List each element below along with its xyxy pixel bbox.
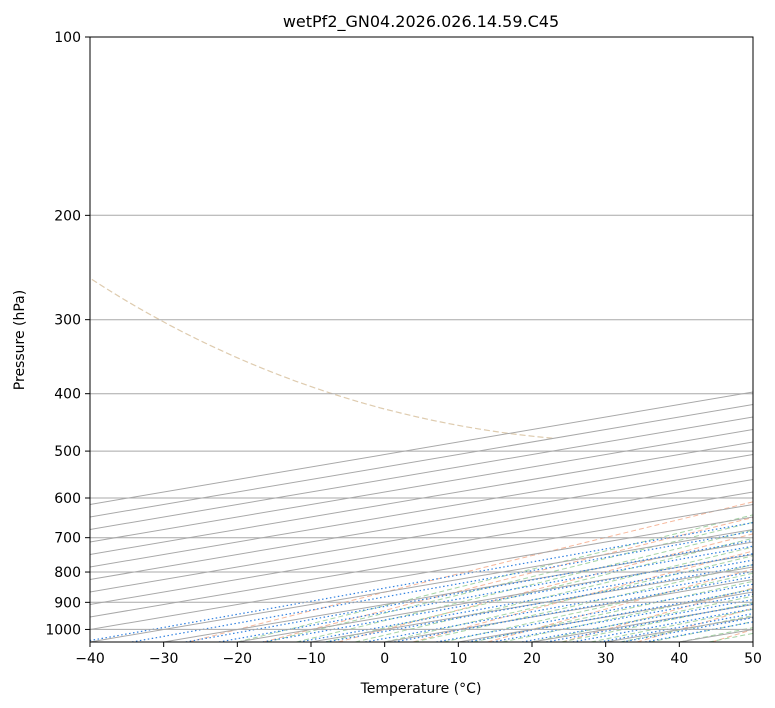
y-tick-label: 700 bbox=[54, 531, 81, 547]
x-tick-label: −20 bbox=[223, 651, 253, 667]
isotherm bbox=[90, 516, 753, 631]
moist-adiabat bbox=[266, 521, 753, 642]
y-tick-label: 300 bbox=[54, 313, 81, 329]
y-tick-label: 100 bbox=[54, 30, 81, 46]
y-tick-label: 400 bbox=[54, 387, 81, 403]
mixing-ratio-line bbox=[262, 553, 753, 642]
isotherm bbox=[90, 528, 753, 642]
isotherm bbox=[90, 503, 753, 618]
x-tick-label: 0 bbox=[380, 651, 389, 667]
plot-frame bbox=[89, 36, 754, 643]
mixing-ratio-line bbox=[599, 613, 753, 642]
y-tick-label: 200 bbox=[54, 208, 81, 224]
x-tick-label: −30 bbox=[149, 651, 179, 667]
y-tick-label: 600 bbox=[54, 491, 81, 507]
x-tick-label: 10 bbox=[449, 651, 467, 667]
background-arc bbox=[90, 277, 553, 439]
x-tick-label: 50 bbox=[744, 651, 762, 667]
mixing-ratio-line bbox=[218, 545, 753, 642]
moist-adiabat bbox=[384, 555, 753, 642]
isotherm bbox=[90, 466, 753, 581]
x-axis: −40 −30 −20 −10 0 10 20 30 40 50 bbox=[75, 642, 762, 667]
isotherm bbox=[90, 428, 753, 543]
y-axis: 100 200 300 400 500 600 700 800 900 1000 bbox=[45, 30, 90, 638]
background-lines bbox=[90, 277, 753, 642]
moist-adiabat bbox=[325, 537, 753, 642]
isotherm bbox=[90, 441, 753, 556]
moist-adiabat bbox=[296, 529, 753, 642]
moist-adiabat bbox=[502, 588, 753, 642]
x-tick-label: 30 bbox=[597, 651, 615, 667]
y-tick-label: 500 bbox=[54, 444, 81, 460]
chart-title: wetPf2_GN04.2026.026.14.59.C45 bbox=[283, 12, 559, 32]
dry-adiabat bbox=[338, 533, 753, 642]
x-tick-label: −10 bbox=[296, 651, 326, 667]
mixing-ratio-line bbox=[185, 539, 753, 642]
y-axis-title: Pressure (hPa) bbox=[12, 290, 28, 390]
mixing-ratio-line bbox=[622, 617, 753, 642]
y-tick-label: 900 bbox=[54, 595, 81, 611]
isotherm bbox=[90, 491, 753, 606]
x-tick-label: 40 bbox=[670, 651, 688, 667]
plot-background bbox=[90, 37, 753, 642]
mixing-ratio-line bbox=[131, 530, 753, 642]
mixing-ratio-line bbox=[299, 559, 753, 642]
mixing-ratio-line bbox=[325, 564, 753, 642]
mixing-ratio-line bbox=[572, 608, 753, 642]
isotherm bbox=[90, 478, 753, 593]
dry-adiabat bbox=[263, 516, 753, 642]
isotherm bbox=[752, 641, 753, 642]
dry-adiabat bbox=[188, 501, 753, 642]
y-tick-label: 1000 bbox=[45, 622, 81, 638]
y-tick-label: 800 bbox=[54, 565, 81, 581]
isotherm bbox=[90, 453, 753, 568]
x-tick-label: −40 bbox=[75, 651, 105, 667]
x-axis-title: Temperature (°C) bbox=[360, 681, 482, 697]
x-tick-label: 20 bbox=[523, 651, 541, 667]
